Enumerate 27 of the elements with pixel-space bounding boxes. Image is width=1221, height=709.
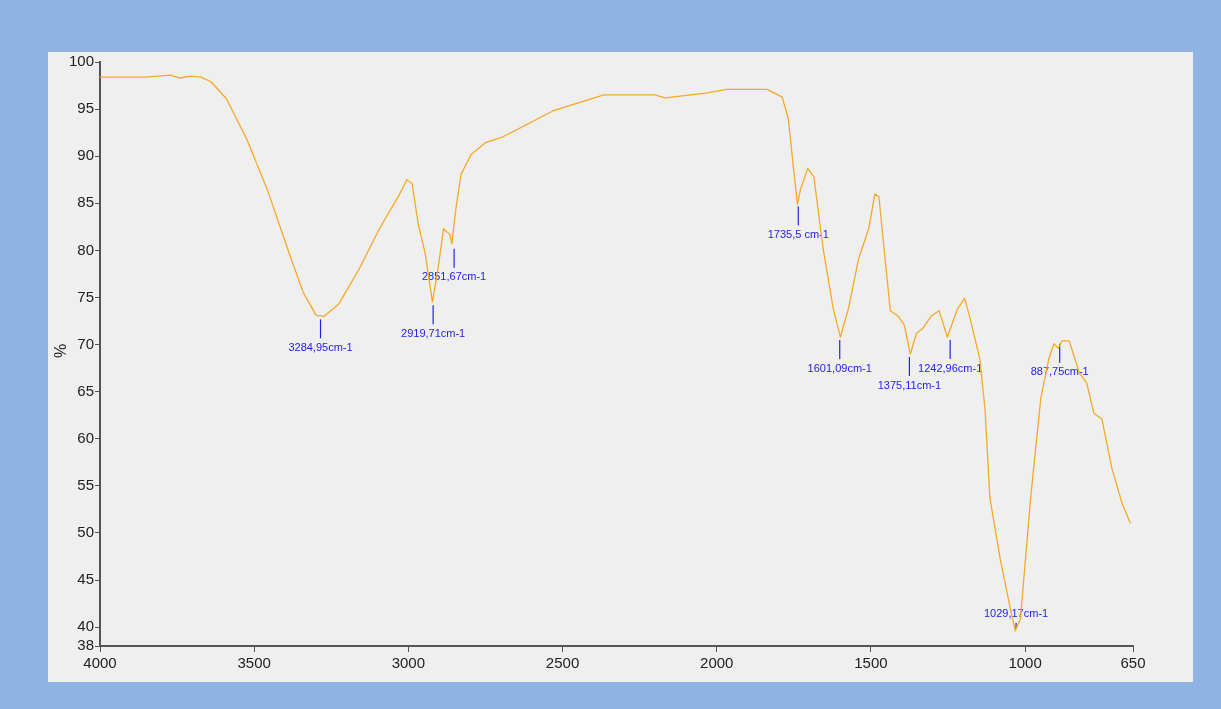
x-tick-label: 3500 bbox=[237, 654, 271, 672]
annotation: 1375,11cm-1 bbox=[877, 378, 942, 391]
x-tick-label: 2000 bbox=[700, 654, 734, 672]
y-tick-label: 40 bbox=[77, 617, 95, 635]
annotation: 3284,95cm-1 bbox=[288, 340, 353, 353]
x-tick-label: 1000 bbox=[1008, 654, 1042, 672]
x-tick-label: 3000 bbox=[391, 654, 426, 672]
y-tick-label: 50 bbox=[77, 523, 95, 541]
y-tick-label: 100 bbox=[69, 52, 95, 70]
annotation: 2919,71cm-1 bbox=[401, 326, 466, 339]
x-tick-label: 650 bbox=[1120, 654, 1146, 672]
y-tick-label: 75 bbox=[77, 287, 95, 305]
y-tick-label: 80 bbox=[77, 240, 95, 258]
x-tick-label: 4000 bbox=[83, 654, 117, 672]
y-tick-label: 60 bbox=[77, 428, 95, 446]
y-tick-label: 90 bbox=[77, 146, 95, 164]
y-tick-label: 55 bbox=[77, 476, 95, 494]
y-tick-label: 85 bbox=[77, 193, 95, 211]
y-axis-title: % bbox=[52, 343, 71, 359]
x-tick-label: 2500 bbox=[545, 654, 580, 672]
annotation: 1601,09cm-1 bbox=[807, 361, 872, 374]
y-tick-label: 65 bbox=[77, 381, 95, 399]
x-tick-label: 1500 bbox=[854, 654, 888, 672]
y-tick-label: 70 bbox=[77, 334, 95, 352]
y-tick-label: 45 bbox=[77, 570, 95, 588]
y-tick-label: 38 bbox=[77, 636, 95, 654]
y-tick-label: 95 bbox=[77, 99, 95, 117]
